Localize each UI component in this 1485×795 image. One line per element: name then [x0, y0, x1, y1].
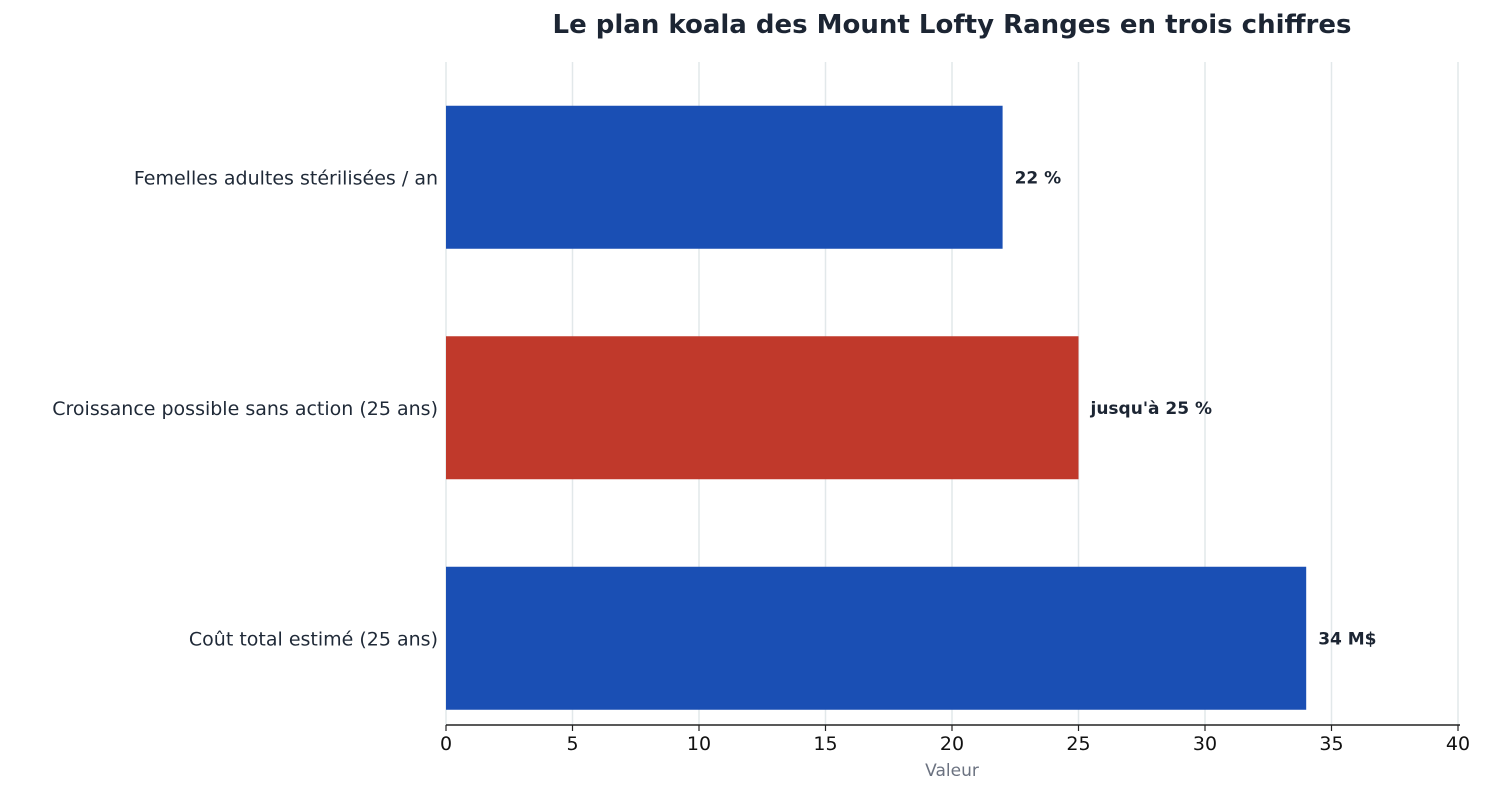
category-label: Femelles adultes stérilisées / an: [134, 167, 438, 189]
data-label: 22 %: [1015, 168, 1062, 188]
data-label: 34 M$: [1318, 629, 1376, 649]
x-tick-label: 5: [566, 733, 578, 755]
x-tick-label: 25: [1066, 733, 1090, 755]
x-tick-label: 40: [1446, 733, 1470, 755]
category-label: Coût total estimé (25 ans): [189, 628, 438, 650]
data-label: jusqu'à 25 %: [1090, 399, 1213, 419]
bar: [446, 105, 1003, 249]
x-tick-label: 35: [1319, 733, 1343, 755]
x-tick-label: 30: [1193, 733, 1217, 755]
x-axis-ticks: 0 5 10 15 20 25 30 35 40: [440, 725, 1470, 755]
x-tick-label: 20: [940, 733, 964, 755]
bars: [446, 105, 1307, 710]
chart-title: Le plan koala des Mount Lofty Ranges en …: [552, 10, 1352, 40]
category-label: Croissance possible sans action (25 ans): [52, 398, 438, 420]
x-axis-title: Valeur: [925, 761, 979, 781]
bar: [446, 566, 1307, 710]
bar: [446, 336, 1079, 480]
x-tick-label: 10: [687, 733, 711, 755]
labels: Femelles adultes stérilisées / an 22 % Cro…: [52, 167, 1376, 650]
x-tick-label: 15: [813, 733, 837, 755]
x-tick-label: 0: [440, 733, 452, 755]
